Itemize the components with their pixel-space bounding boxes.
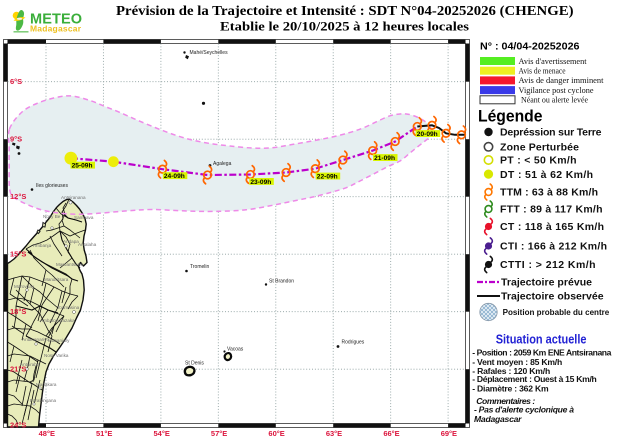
svg-text:Prévision de la Trajectoire et: Prévision de la Trajectoire et Intensité… [116,3,574,18]
svg-text:Tromelin: Tromelin [190,264,209,270]
svg-text:12°S: 12°S [10,192,26,201]
svg-text:Avis de danger imminent: Avis de danger imminent [519,75,605,85]
svg-text:25-09h: 25-09h [72,163,93,170]
svg-text:23-09h: 23-09h [250,179,271,186]
svg-text:PT : < 50 Km/h: PT : < 50 Km/h [500,155,577,167]
svg-text:Madagascar: Madagascar [474,414,522,424]
svg-text:Avis de menace: Avis de menace [519,66,566,76]
svg-text:Ambatondrazaka: Ambatondrazaka [40,318,75,323]
svg-text:48°E: 48°E [39,429,55,438]
svg-text:Trajectoire observée: Trajectoire observée [501,291,604,303]
svg-text:CTTI : > 212 Km/h: CTTI : > 212 Km/h [500,259,596,271]
svg-text:Avis d'avertissement: Avis d'avertissement [519,56,588,66]
svg-text:Antsiranana: Antsiranana [61,195,86,200]
svg-text:24°S: 24°S [10,421,26,430]
svg-text:Zone Perturbée: Zone Perturbée [500,142,579,154]
svg-text:St Denis: St Denis [185,361,204,367]
svg-text:Marovoay: Marovoay [14,284,35,289]
svg-text:Manakara: Manakara [36,382,57,387]
svg-text:69°E: 69°E [441,429,457,438]
svg-text:CT : 118 à 165 Km/h: CT : 118 à 165 Km/h [500,221,604,233]
svg-text:Farafangana: Farafangana [30,398,56,403]
svg-text:Mananjary: Mananjary [48,338,70,343]
svg-text:51°E: 51°E [96,429,112,438]
svg-text:- Pas d'alerte cyclonique à: - Pas d'alerte cyclonique à [474,404,574,414]
svg-text:TTM : 63 à 88 Km/h: TTM : 63 à 88 Km/h [500,187,598,199]
svg-text:Antsirabe: Antsirabe [20,362,40,367]
svg-text:60°E: 60°E [268,429,284,438]
svg-text:54°E: 54°E [154,429,170,438]
svg-text:15°S: 15°S [10,250,26,259]
svg-text:FTT : 89 à 117 Km/h: FTT : 89 à 117 Km/h [500,204,603,216]
svg-text:21°S: 21°S [10,365,26,374]
svg-text:6°S: 6°S [10,77,22,86]
svg-text:Sambava: Sambava [74,215,94,220]
svg-text:- Diamètre : 362 Km: - Diamètre : 362 Km [472,384,549,394]
svg-text:Iles glorieuses: Iles glorieuses [36,183,68,189]
svg-text:DT : 51 à 62 Km/h: DT : 51 à 62 Km/h [500,169,593,181]
svg-text:- Vent moyen : 85 Km/h: - Vent moyen : 85 Km/h [472,357,562,367]
svg-text:- Rafales : 120 Km/h: - Rafales : 120 Km/h [472,366,550,376]
svg-text:Vacoas: Vacoas [227,347,244,353]
svg-text:Néant ou alerte levée: Néant ou alerte levée [521,95,588,105]
svg-text:Position probable du centre: Position probable du centre [503,307,610,317]
svg-text:N° : 04/04-20252026: N° : 04/04-20252026 [480,42,580,53]
svg-text:9°S: 9°S [10,135,22,144]
svg-text:20-09h: 20-09h [417,131,438,138]
svg-text:Madagascar: Madagascar [30,24,82,34]
svg-text:Nosy Be: Nosy Be [43,214,61,219]
svg-text:Mahé/Seychelles: Mahé/Seychelles [190,50,229,56]
svg-text:Maroantsetra: Maroantsetra [56,262,84,267]
svg-text:Légende: Légende [478,108,543,126]
svg-text:Nosy Varika: Nosy Varika [44,353,69,358]
svg-text:Etablie le 20/10/2025 à 12 heu: Etablie le 20/10/2025 à 12 heures locale… [220,20,469,34]
svg-text:22-09h: 22-09h [317,174,338,181]
svg-text:Depréssion sur Terre: Depréssion sur Terre [500,127,602,139]
svg-text:57°E: 57°E [211,429,227,438]
svg-text:METEO: METEO [30,12,82,28]
svg-text:Rodrigues: Rodrigues [342,340,365,346]
svg-text:66°E: 66°E [383,429,399,438]
svg-text:Vigilance post cyclone: Vigilance post cyclone [519,85,594,95]
svg-text:Situation actuelle: Situation actuelle [496,333,587,347]
svg-text:Antananarivo: Antananarivo [22,337,50,342]
svg-text:63°E: 63°E [326,429,342,438]
svg-text:St Brandon: St Brandon [269,279,294,285]
svg-text:Mandritsara: Mandritsara [44,277,69,282]
svg-text:Commentaires :: Commentaires : [476,396,535,406]
svg-text:18°S: 18°S [10,307,26,316]
svg-text:Agalega: Agalega [213,161,232,167]
svg-text:21-09h: 21-09h [374,155,395,162]
svg-text:Trajectoire prévue: Trajectoire prévue [501,277,592,289]
svg-text:- Position : 2059 Km ENE Antsi: - Position : 2059 Km ENE Antsiranana [472,348,611,358]
svg-text:Ambanja: Ambanja [33,243,52,248]
svg-text:24-09h: 24-09h [164,173,185,180]
svg-text:CTI : 166 à 212 Km/h: CTI : 166 à 212 Km/h [500,241,607,253]
svg-text:Andapa: Andapa [63,239,79,244]
svg-text:- Déplacement : Ouest à 15 Km/: - Déplacement : Ouest à 15 Km/h [472,374,597,384]
svg-text:Toamasina: Toamasina [57,305,80,310]
svg-text:Antalaha: Antalaha [78,242,97,247]
